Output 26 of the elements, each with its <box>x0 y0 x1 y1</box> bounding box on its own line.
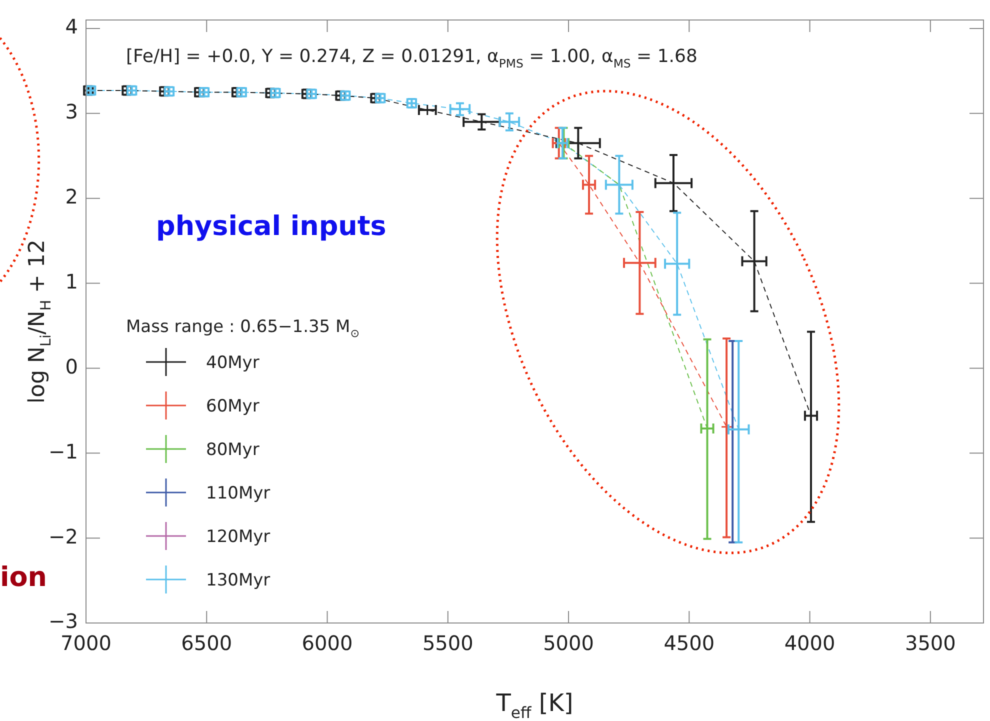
y-tick-label: 4 <box>65 14 78 39</box>
x-tick-label: 4500 <box>664 631 715 656</box>
y-tick-label: −1 <box>48 439 78 464</box>
x-tick-label: 5500 <box>422 631 474 656</box>
x-tick-label: 6500 <box>181 631 232 656</box>
annotation: physical inputs <box>156 211 386 242</box>
legend-label: 120Myr <box>206 527 270 547</box>
y-tick-label: −3 <box>48 609 78 634</box>
legend-label: 80Myr <box>206 440 260 460</box>
legend-label: 130Myr <box>206 570 270 590</box>
legend-label: 110Myr <box>206 484 270 504</box>
y-tick-label: −2 <box>48 524 78 548</box>
y-tick-label: 0 <box>65 354 78 378</box>
legend-label: 60Myr <box>206 396 260 416</box>
x-tick-label: 7000 <box>60 631 112 656</box>
y-tick-label: 1 <box>65 269 78 294</box>
x-tick-label: 4000 <box>784 631 836 656</box>
x-tick-label: 5000 <box>543 631 594 656</box>
x-tick-label: 3500 <box>904 631 956 656</box>
legend-title: Mass range : 0.65−1.35 M⊙ <box>126 317 360 340</box>
x-tick-label: 6000 <box>302 631 353 656</box>
y-tick-label: 2 <box>65 184 78 209</box>
text: ion <box>0 562 48 593</box>
y-axis-title: log NLi/NH + 12 <box>25 240 55 404</box>
y-tick-label: 3 <box>65 100 78 124</box>
legend-label: 40Myr <box>206 353 260 373</box>
